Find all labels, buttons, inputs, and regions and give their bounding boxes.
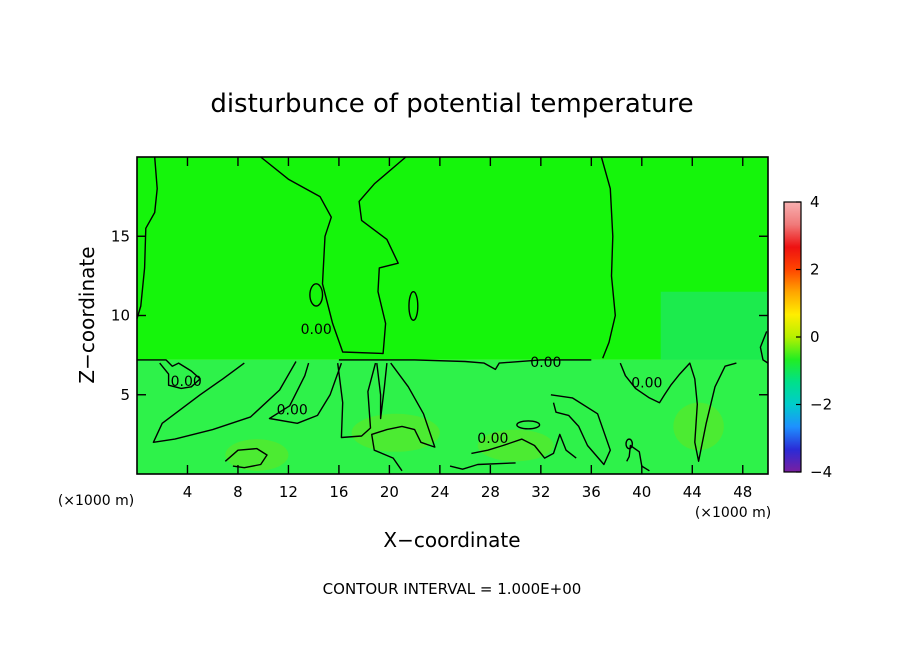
x-tick-label: 24 — [430, 483, 449, 501]
contour-line-6 — [376, 363, 388, 420]
contour-line-16 — [338, 359, 592, 371]
contour-line-1 — [260, 156, 407, 355]
x-unit-label-right: (×1000 m) — [695, 505, 771, 521]
field-warm-patch — [225, 439, 289, 471]
contour-line-12 — [619, 362, 737, 462]
y-tick-label: 15 — [111, 227, 130, 245]
x-tick-label: 28 — [481, 483, 500, 501]
x-tick-label: 40 — [632, 483, 651, 501]
contour-line-5 — [337, 362, 377, 439]
contour-line-11 — [550, 394, 611, 466]
colorbar-tick-label: −2 — [810, 396, 832, 414]
contour-label: 0.00 — [277, 403, 308, 419]
contour-label: 0.00 — [171, 374, 202, 390]
contour-line-0 — [136, 156, 158, 319]
x-tick-label: 8 — [233, 483, 243, 501]
contour-loop-3 — [625, 438, 634, 450]
x-tick-label: 20 — [380, 483, 399, 501]
contour-line-10 — [471, 433, 577, 459]
contour-label: 0.00 — [530, 355, 561, 371]
contour-line-7 — [371, 362, 436, 472]
x-tick-label: 44 — [683, 483, 702, 501]
colorbar: −4 −2 0 2 4 — [783, 193, 832, 481]
x-unit-label-left: (×1000 m) — [58, 493, 134, 509]
contour-line-4 — [268, 362, 343, 424]
y-axis: 5 10 15 — [111, 227, 768, 404]
colorbar-tick-label: 0 — [810, 328, 820, 346]
chart-title: disturbunce of potential temperature — [210, 89, 693, 119]
x-axis: 4 8 12 16 20 24 28 32 36 40 44 48 — [183, 157, 752, 501]
x-tick-label: 36 — [582, 483, 601, 501]
contour-line-3 — [152, 361, 297, 443]
x-tick-label: 48 — [733, 483, 752, 501]
y-axis-label: Z−coordinate — [75, 246, 99, 383]
contour-line-9 — [449, 462, 516, 470]
contour-line-15 — [759, 331, 769, 364]
contour-loop-2 — [516, 420, 541, 430]
x-tick-label: 4 — [183, 483, 193, 501]
x-tick-label: 12 — [279, 483, 298, 501]
field-warm-patch — [477, 429, 554, 462]
colorbar-tick-label: 2 — [810, 261, 820, 279]
colorbar-tick-label: −4 — [810, 463, 832, 481]
contour-interval-note: CONTOUR INTERVAL = 1.000E+00 — [323, 580, 582, 598]
contour-label: 0.00 — [631, 376, 662, 392]
contour-line-8 — [224, 447, 268, 469]
contour-label: 0.00 — [301, 322, 332, 338]
y-tick-label: 10 — [111, 307, 130, 325]
contour-line-14 — [600, 156, 616, 359]
x-axis-label: X−coordinate — [383, 528, 520, 552]
x-tick-label: 32 — [531, 483, 550, 501]
field-cool-region — [660, 291, 768, 360]
colorbar-tick-label: 4 — [810, 193, 820, 211]
contour-line-2 — [137, 359, 201, 390]
field-warm-patch — [673, 402, 724, 451]
plot-area: 0.00 0.00 0.00 0.00 0.00 0.00 — [136, 156, 769, 474]
contour-label: 0.00 — [477, 431, 508, 447]
contour-line-13 — [626, 444, 650, 472]
contour-loop-1 — [408, 291, 419, 321]
y-tick-label: 5 — [120, 386, 130, 404]
x-tick-label: 16 — [329, 483, 348, 501]
contour-loop-0 — [309, 283, 324, 307]
